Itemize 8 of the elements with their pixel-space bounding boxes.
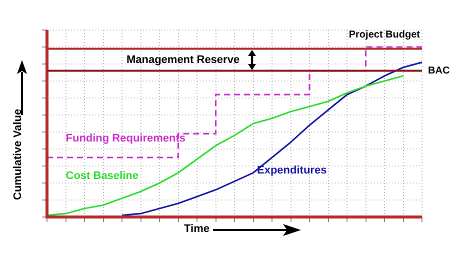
ref-line-label: Project Budget	[348, 29, 421, 40]
x-axis-title: Time	[184, 223, 210, 235]
series-label: Cost Baseline	[66, 170, 138, 182]
series-label: Expenditures	[257, 164, 327, 176]
ref-line-label: BAC	[428, 66, 450, 77]
series-label: Funding Requirements	[66, 132, 186, 144]
annotation: Management Reserve	[126, 54, 240, 66]
y-axis-title: Cumulative Value	[12, 108, 24, 200]
